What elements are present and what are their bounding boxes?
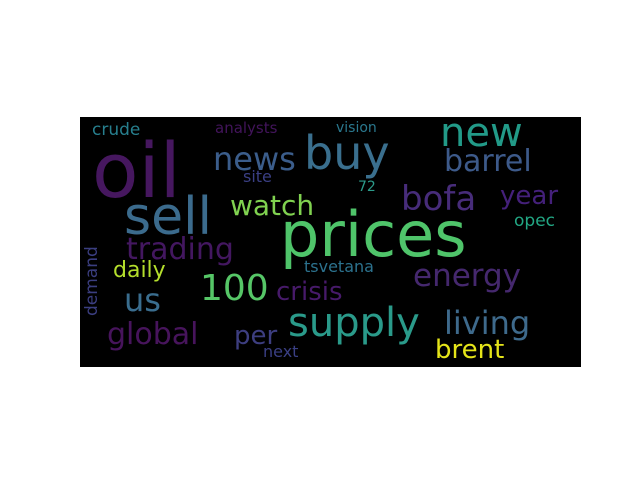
word-crude: crude bbox=[92, 120, 141, 140]
word-site: site bbox=[243, 167, 272, 186]
word-supply: supply bbox=[288, 300, 420, 346]
word-buy: buy bbox=[304, 126, 390, 180]
word-news: news bbox=[213, 140, 296, 178]
word-daily: daily bbox=[113, 258, 166, 283]
word-bofa: bofa bbox=[401, 179, 477, 219]
word-energy: energy bbox=[413, 258, 522, 294]
word-100: 100 bbox=[200, 268, 269, 309]
word-year: year bbox=[500, 181, 559, 211]
word-cloud: oil prices buy sell new barrel news watc… bbox=[80, 117, 581, 367]
word-tsvetana: tsvetana bbox=[304, 257, 374, 276]
word-prices: prices bbox=[280, 198, 467, 271]
word-barrel: barrel bbox=[444, 144, 532, 179]
word-72: 72 bbox=[358, 179, 376, 195]
word-brent: brent bbox=[435, 335, 505, 365]
word-new: new bbox=[440, 117, 523, 156]
word-sell: sell bbox=[124, 187, 212, 247]
word-global: global bbox=[107, 317, 199, 352]
word-trading: trading bbox=[126, 232, 234, 267]
word-demand: demand bbox=[82, 246, 102, 316]
word-oil: oil bbox=[92, 126, 181, 215]
word-next: next bbox=[263, 342, 299, 361]
word-vision: vision bbox=[336, 120, 377, 136]
word-crisis: crisis bbox=[276, 277, 343, 307]
word-opec: opec bbox=[514, 211, 555, 231]
word-watch: watch bbox=[230, 189, 315, 222]
word-living: living bbox=[444, 304, 531, 342]
word-analysts: analysts bbox=[215, 119, 278, 137]
word-per: per bbox=[234, 321, 278, 351]
word-us: us bbox=[124, 281, 161, 319]
